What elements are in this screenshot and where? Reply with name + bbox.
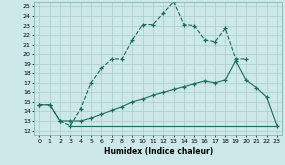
X-axis label: Humidex (Indice chaleur): Humidex (Indice chaleur) xyxy=(103,147,213,156)
